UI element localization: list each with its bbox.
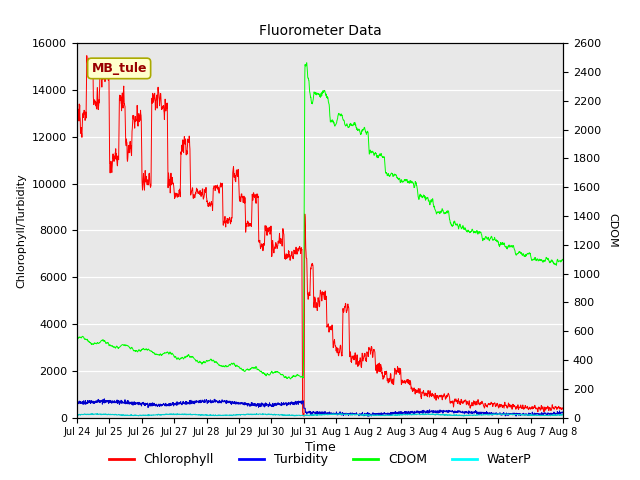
X-axis label: Time: Time xyxy=(305,442,335,455)
Title: Fluorometer Data: Fluorometer Data xyxy=(259,24,381,38)
Text: MB_tule: MB_tule xyxy=(92,62,147,75)
Y-axis label: Chlorophyll/Turbidity: Chlorophyll/Turbidity xyxy=(17,173,26,288)
Y-axis label: CDOM: CDOM xyxy=(608,213,618,248)
Legend: Chlorophyll, Turbidity, CDOM, WaterP: Chlorophyll, Turbidity, CDOM, WaterP xyxy=(104,448,536,471)
